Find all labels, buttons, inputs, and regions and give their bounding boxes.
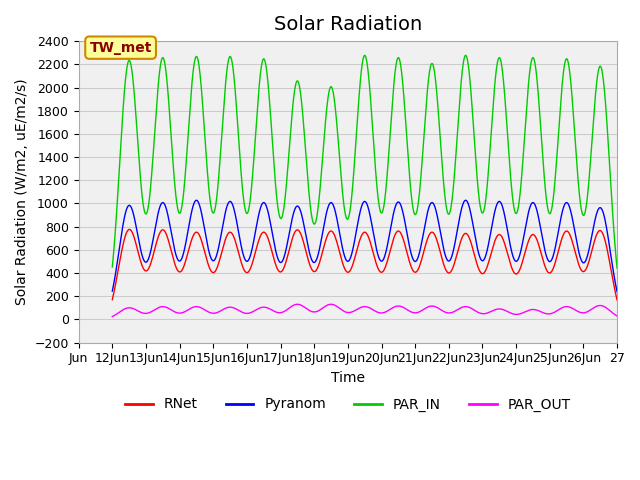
- Text: TW_met: TW_met: [90, 41, 152, 55]
- Y-axis label: Solar Radiation (W/m2, uE/m2/s): Solar Radiation (W/m2, uE/m2/s): [15, 79, 29, 305]
- Legend: RNet, Pyranom, PAR_IN, PAR_OUT: RNet, Pyranom, PAR_IN, PAR_OUT: [120, 392, 576, 417]
- Title: Solar Radiation: Solar Radiation: [274, 15, 422, 34]
- X-axis label: Time: Time: [331, 371, 365, 385]
